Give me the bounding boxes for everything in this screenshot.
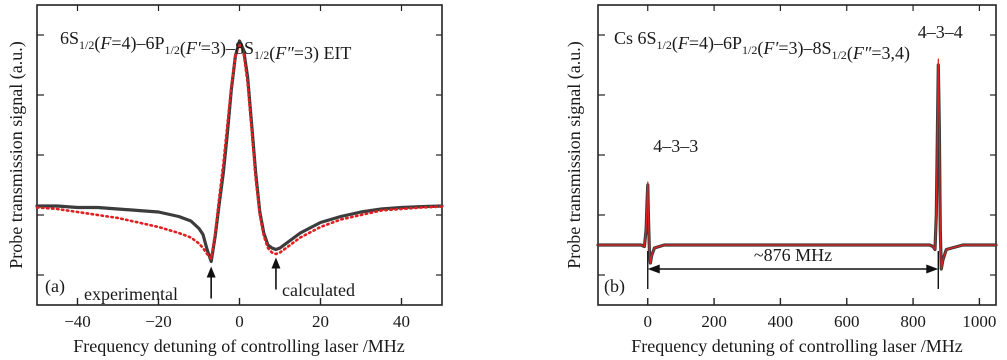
x-tick-label: 200 — [701, 312, 727, 331]
title-segment: =3)–8S — [778, 38, 831, 59]
title-segment: =3,4) — [871, 43, 910, 64]
panel-b-label: (b) — [604, 276, 625, 297]
arrow-experimental-head — [206, 266, 216, 278]
title-subscript: 1/2 — [831, 48, 846, 62]
title-segment: ( — [180, 38, 186, 59]
title-segment: =3) EIT — [294, 43, 352, 64]
span-label: ~876 MHz — [754, 245, 832, 265]
x-tick-label: 400 — [768, 312, 794, 331]
annotation-experimental: experimental — [84, 284, 178, 304]
x-tick-label: 20 — [312, 312, 329, 331]
title-subscript: 1/2 — [254, 48, 269, 62]
peak-label-4-3-3: 4–3–3 — [653, 136, 698, 156]
title-segment: ( — [94, 33, 100, 54]
panel-a-x-ticks: −40 −20 0 20 40 — [64, 5, 410, 331]
x-tick-label: 600 — [834, 312, 860, 331]
panel-a-title: 6S1/2(F=4)–6P1/2(F′=3)–8S1/2(F″=3) EIT — [60, 28, 351, 64]
title-segment: Cs 6S — [614, 28, 657, 48]
series-calculated-line — [35, 42, 444, 260]
title-segment: 6S — [60, 28, 79, 48]
span-arrow-head-left — [647, 264, 660, 274]
title-subscript: 1/2 — [657, 38, 672, 52]
panel-b-title: Cs 6S1/2(F=4)–6P1/2(F′=3)–8S1/2(F″=3,4) — [614, 28, 910, 64]
x-tick-label: 0 — [644, 312, 653, 331]
panel-a-y-ticks — [37, 34, 442, 276]
title-segment: ( — [672, 33, 678, 54]
panel-b-y-ticks — [598, 34, 996, 276]
title-subscript: 1/2 — [165, 43, 180, 57]
title-segment: ( — [847, 43, 853, 64]
panel-a-label: (a) — [45, 276, 65, 297]
x-tick-label: 40 — [393, 312, 410, 331]
title-subscript: 1/2 — [742, 43, 757, 57]
title-segment: F — [99, 33, 112, 53]
panel-a-annotation-arrows — [206, 257, 281, 299]
title-segment: F — [677, 33, 690, 53]
x-tick-label: 0 — [235, 312, 244, 331]
panel-b-spectrum-chart: 0 200 400 600 800 1000 Cs 6S1/2(F=4)–6P1/2(F′… — [564, 4, 998, 356]
span-arrow-876 — [647, 251, 939, 289]
title-subscript: 1/2 — [79, 38, 94, 52]
title-segment: ( — [757, 38, 763, 59]
title-segment: =3)–8S — [201, 38, 254, 59]
arrow-calculated-head — [271, 257, 281, 269]
panel-b-x-axis-title: Frequency detuning of controlling laser … — [631, 336, 962, 356]
x-tick-label: 800 — [900, 312, 926, 331]
x-tick-label: −40 — [64, 312, 91, 331]
annotation-calculated: calculated — [282, 280, 355, 300]
x-tick-label: 1000 — [962, 312, 996, 331]
panel-a-y-axis-title: Probe transmission signal (a.u.) — [6, 41, 27, 268]
title-segment: ( — [269, 43, 275, 64]
series-calculated-line — [597, 58, 997, 270]
panel-b-x-ticks: 0 200 400 600 800 1000 — [644, 5, 996, 331]
x-tick-label: −20 — [145, 312, 172, 331]
panel-a-x-axis-title: Frequency detuning of controlling laser … — [73, 336, 404, 356]
series-experimental-line — [35, 39, 444, 264]
series-experimental-line — [596, 63, 998, 271]
span-arrow-head-right — [926, 264, 939, 274]
title-segment: F″ — [852, 43, 872, 63]
panel-b-y-axis-title: Probe transmission signal (a.u.) — [564, 41, 585, 268]
panel-a-eit-chart: −40 −20 0 20 40 6S1/2(F=4)–6P1/2(F′=3)–8S1/2… — [6, 4, 444, 356]
title-segment: F′ — [762, 38, 779, 58]
panel-b-series-group — [596, 58, 998, 271]
title-segment: F″ — [274, 43, 294, 63]
title-segment: =4)–6P — [111, 33, 164, 54]
title-segment: F′ — [185, 38, 202, 58]
panel-a-series-group — [35, 39, 444, 264]
title-segment: =4)–6P — [689, 33, 742, 54]
peak-label-4-3-4: 4–3–4 — [918, 22, 963, 42]
